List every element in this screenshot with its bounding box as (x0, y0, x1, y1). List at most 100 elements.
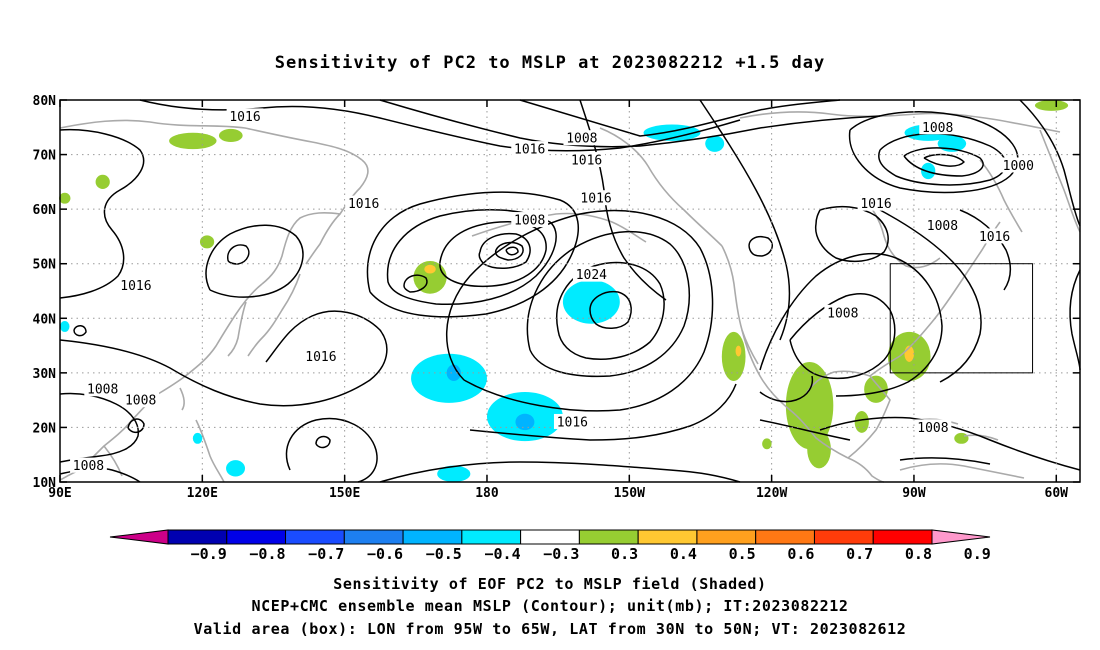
contour-1016-asia-outer (59, 128, 145, 299)
colorbar-label-1: −0.8 (249, 545, 285, 563)
contour-1016-aleutian-outer (366, 191, 579, 318)
contour-1016-labrador (959, 209, 1011, 291)
coast-greenland (1039, 129, 1081, 233)
contour-label-16: 1008 (87, 383, 118, 398)
contour-1020-pacific-high (526, 230, 690, 378)
shaded-patch-17 (735, 345, 742, 357)
shaded-patch-28 (192, 432, 203, 444)
contour-1016-atlantic (1069, 269, 1081, 371)
contour-label-bg-1 (563, 130, 601, 146)
colorbar-label-8: 0.4 (670, 545, 697, 563)
shaded-patch-13 (954, 432, 969, 444)
footer-line-1: Sensitivity of EOF PC2 to MSLP field (Sh… (333, 575, 766, 593)
colorbar-over-arrow (931, 529, 991, 545)
contour-label-bg-13 (117, 277, 155, 293)
colorbar-box-1 (226, 529, 287, 545)
shaded-patch-14 (762, 438, 772, 450)
contour-label-13: 1016 (120, 279, 151, 294)
colorbar-box-2 (285, 529, 345, 545)
lon-label-5: 120W (756, 486, 787, 501)
colorbar-box-5 (461, 529, 522, 545)
contour-label-6: 1016 (348, 197, 379, 212)
contour-1012-wpac-small (127, 418, 145, 434)
contour-1004-aleutian (478, 232, 531, 269)
colorbar-label-7: 0.3 (611, 545, 638, 563)
contour-label-8: 1008 (514, 214, 545, 229)
contour-1016-tropical-high (285, 417, 378, 483)
coast-china (79, 283, 263, 471)
contour-label-14: 1008 (827, 306, 858, 321)
axis-ticks: 90E 120E 150E 180 150W 120W 90W 60W 80N 70N 60N 50N… (33, 94, 1080, 501)
coast-gulf (805, 355, 901, 395)
shaded-patch-11 (854, 411, 869, 433)
map-panel: 1016 1008 1016 1016 1008 1000 1016 1016 1008 1016… (33, 94, 1081, 501)
colorbar-label-5: −0.4 (484, 545, 520, 563)
coast-japan (247, 273, 301, 357)
lat-label-0: 80N (33, 94, 57, 109)
lon-label-2: 150E (329, 486, 360, 501)
coast-korea (227, 301, 247, 357)
colorbar: −0.9 −0.8 −0.7 −0.6 −0.5 −0.4 −0.3 0.3 0.4 0.5 0.6… (109, 529, 991, 563)
lat-label-3: 50N (33, 258, 57, 273)
shaded-patch-0 (169, 132, 217, 150)
colorbar-box-0 (167, 529, 228, 545)
colorbar-box-10 (755, 529, 815, 545)
colorbar-label-10: 0.6 (787, 545, 814, 563)
coast-okhotsk (261, 212, 341, 285)
map-title: Sensitivity of PC2 to MSLP at 2023082212… (275, 53, 826, 73)
colorbar-under-arrow (109, 529, 169, 545)
contour-1016-tropics-south (379, 461, 741, 483)
valid-box-rect (889, 263, 1034, 374)
shaded-patch-31 (515, 413, 535, 431)
contour-label-10: 1008 (927, 219, 958, 234)
contour-label-1: 1008 (566, 132, 597, 147)
contour-label-bg-8 (511, 212, 549, 228)
colorbar-label-9: 0.5 (729, 545, 756, 563)
map-frame (59, 99, 1081, 483)
colorbar-box-11 (813, 529, 874, 545)
coast-philippines (195, 419, 225, 483)
coast-alaska (599, 127, 723, 247)
contour-label-2: 1016 (514, 143, 545, 158)
contour-label-bg-6 (345, 195, 383, 211)
coast-pacific-nw (721, 245, 759, 365)
mslp-contours (59, 99, 1081, 483)
shaded-patch-26 (437, 465, 471, 483)
contour-label-bg-20 (70, 457, 107, 473)
footer-notes: Sensitivity of EOF PC2 to MSLP field (Sh… (194, 575, 906, 638)
contour-label-bg-15 (302, 348, 340, 364)
colorbar-label-13: 0.9 (964, 545, 991, 563)
contour-label-5: 1000 (1003, 159, 1034, 174)
coast-taiwan (179, 387, 185, 411)
contour-1016-wpac (59, 310, 388, 407)
shaded-patch-2 (95, 174, 110, 189)
contour-label-bg-3 (568, 152, 606, 168)
colorbar-label-4: −0.5 (426, 545, 462, 563)
colorbar-label-6: −0.3 (543, 545, 579, 563)
lon-label-6: 90W (902, 486, 926, 501)
shaded-patch-23 (562, 280, 620, 324)
contour-label-0: 1016 (229, 110, 260, 125)
contour-996-east-low (923, 153, 965, 167)
contour-label-19: 1008 (917, 421, 948, 436)
colorbar-box-6 (520, 529, 580, 545)
lat-label-4: 40N (33, 312, 57, 327)
contour-1016-na-rockies (699, 99, 791, 341)
contour-label-bg-4 (919, 119, 957, 135)
lat-label-5: 30N (33, 367, 57, 382)
lat-label-7: 10N (33, 476, 57, 491)
footer-line-2: NCEP+CMC ensemble mean MSLP (Contour); u… (251, 597, 848, 615)
lon-label-1: 120E (187, 486, 218, 501)
colorbar-label-0: −0.9 (191, 545, 227, 563)
coast-canada-arctic (739, 111, 1061, 133)
shaded-patch-8 (807, 430, 831, 469)
contour-1012-gulf-loop (759, 375, 814, 403)
contour-1008-na-trough (789, 292, 896, 380)
contour-1012-tropical-atl (759, 419, 991, 465)
contour-label-20: 1008 (73, 459, 104, 474)
contour-1012-siberia (227, 244, 250, 265)
contour-1016-atlantic-north (1019, 99, 1081, 227)
contour-label-11: 1016 (979, 230, 1010, 245)
contour-1000-aleutian (494, 241, 524, 261)
lon-label-4: 150W (614, 486, 645, 501)
